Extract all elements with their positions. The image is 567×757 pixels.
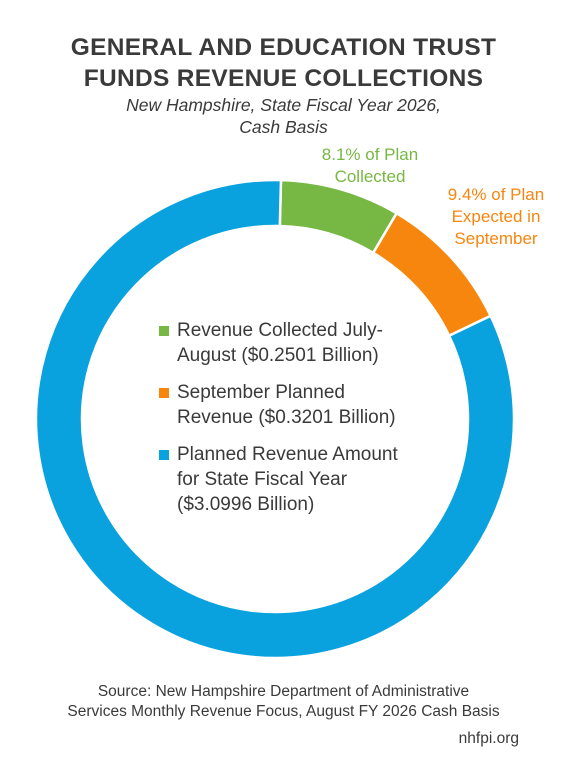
source-note-line-1: Source: New Hampshire Department of Admi…	[97, 683, 470, 700]
chart-title-line-2: FUNDS REVENUE COLLECTIONS	[83, 65, 484, 92]
legend-item-planned-line-3: ($3.0996 Billion)	[177, 494, 315, 515]
site-credit: nhfpi.org	[458, 730, 519, 747]
legend-item-planned: Planned Revenue Amount for State Fiscal …	[159, 442, 459, 517]
source-note: Source: New Hampshire Department of Admi…	[0, 682, 567, 722]
chart-legend: Revenue Collected July- August ($0.2501 …	[159, 318, 459, 529]
chart-title-line-1: GENERAL AND EDUCATION TRUST	[70, 34, 497, 61]
collected-callout-line-1: 8.1% of Plan	[321, 145, 419, 164]
september-callout-line-1: 9.4% of Plan	[447, 185, 545, 204]
legend-item-collected: Revenue Collected July- August ($0.2501 …	[159, 318, 459, 368]
september-callout: 9.4% of Plan Expected in September	[428, 184, 564, 250]
source-note-line-2: Services Monthly Revenue Focus, August F…	[67, 703, 500, 720]
legend-swatch-collected	[159, 326, 169, 336]
legend-item-september-line-2: Revenue ($0.3201 Billion)	[177, 407, 396, 428]
legend-swatch-september	[159, 388, 169, 398]
chart-subtitle-line-2: Cash Basis	[239, 117, 328, 137]
legend-item-planned-line-2: for State Fiscal Year	[177, 469, 348, 490]
slice-planned	[34, 178, 516, 660]
collected-callout: 8.1% of Plan Collected	[310, 144, 430, 188]
september-callout-line-3: September	[454, 229, 538, 248]
chart-subtitle-line-1: New Hampshire, State Fiscal Year 2026,	[126, 95, 441, 115]
legend-item-september: September Planned Revenue ($0.3201 Billi…	[159, 380, 459, 430]
legend-item-planned-line-1: Planned Revenue Amount	[177, 444, 398, 465]
legend-item-collected-line-2: August ($0.2501 Billion)	[177, 345, 379, 366]
chart-subtitle: New Hampshire, State Fiscal Year 2026, C…	[0, 94, 567, 138]
collected-callout-line-2: Collected	[334, 167, 406, 186]
legend-swatch-planned	[159, 450, 169, 460]
chart-title: GENERAL AND EDUCATION TRUST FUNDS REVENU…	[0, 32, 567, 94]
legend-item-collected-line-1: Revenue Collected July-	[177, 320, 383, 341]
legend-item-september-line-1: September Planned	[177, 382, 345, 403]
september-callout-line-2: Expected in	[451, 207, 541, 226]
